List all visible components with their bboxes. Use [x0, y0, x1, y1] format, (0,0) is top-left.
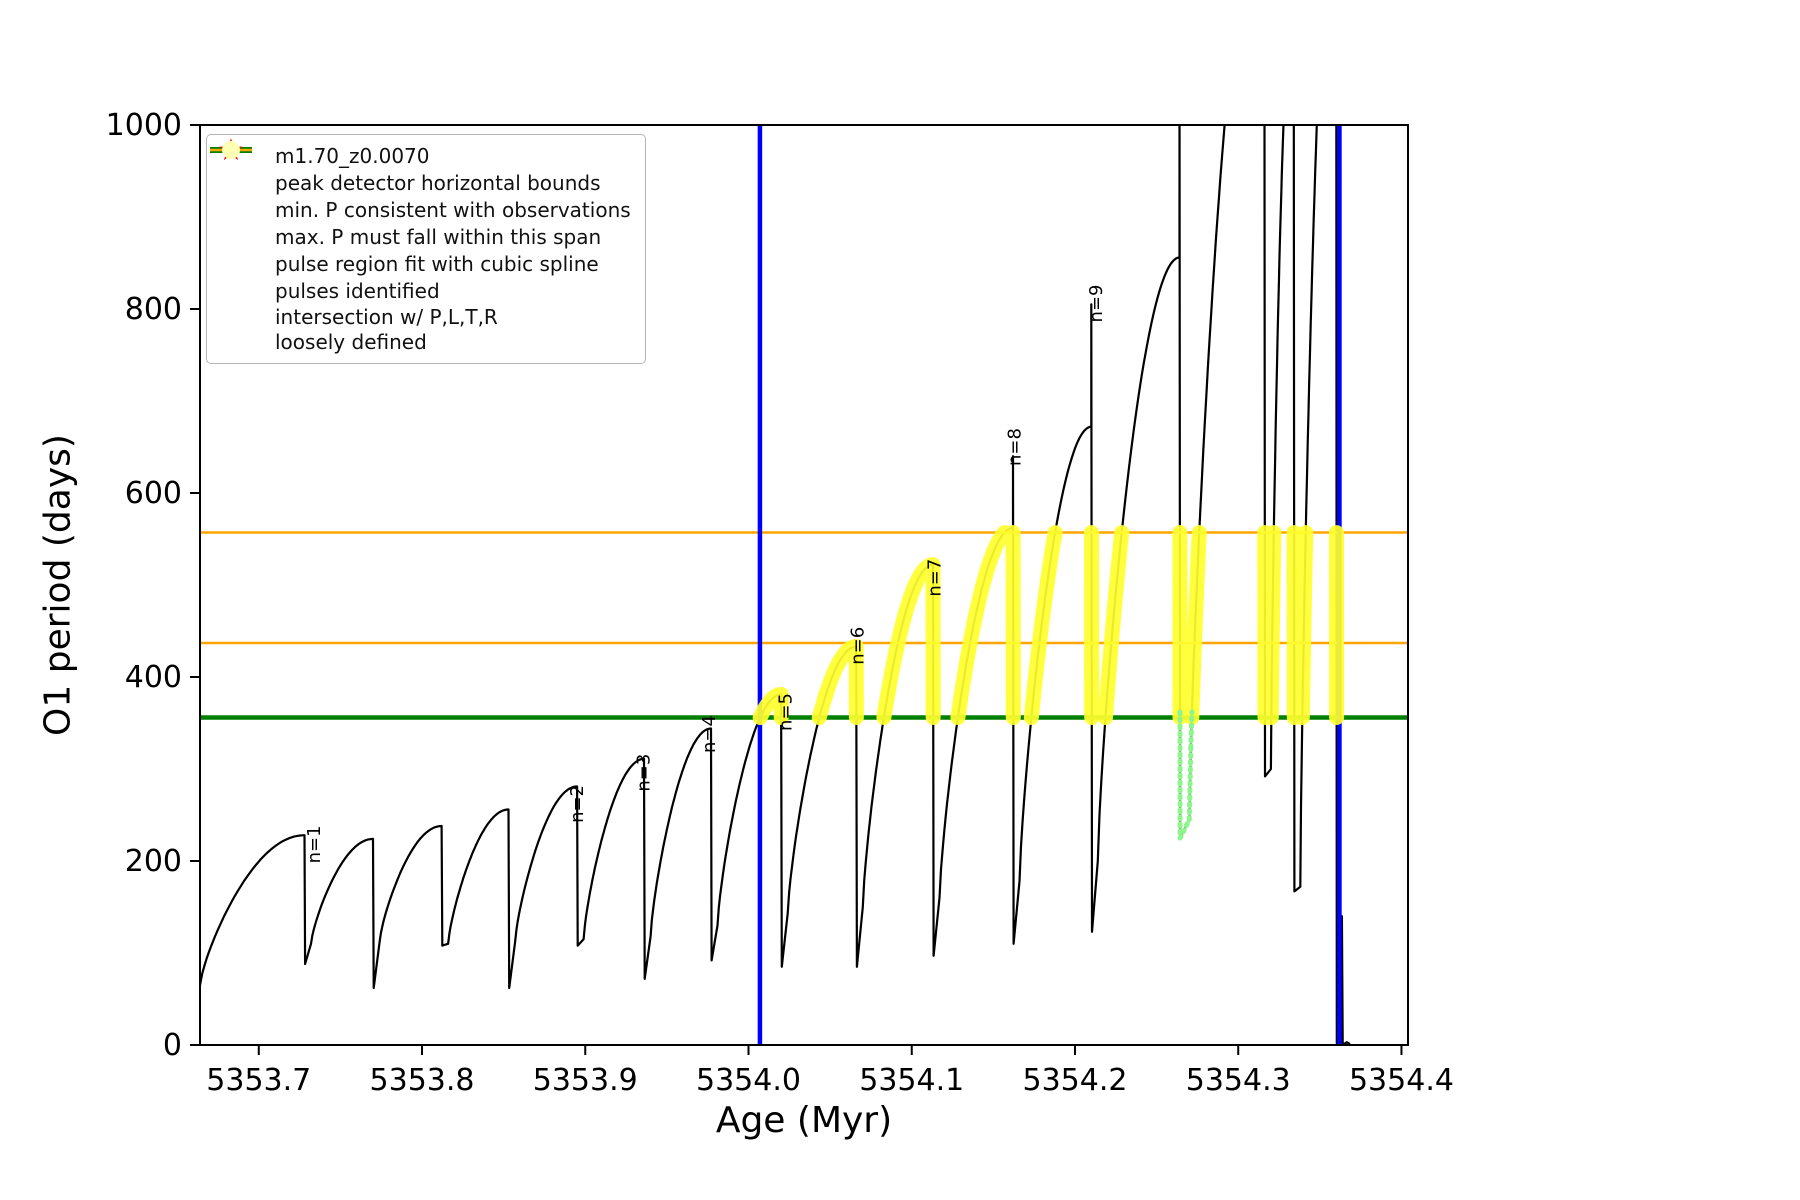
pulse-label-3: n=3 [634, 754, 655, 792]
y-tick-label: 400 [125, 660, 182, 695]
legend-item-label: intersection w/ P,L,T,R loosely defined [275, 305, 498, 354]
legend-item-label: pulses identified [275, 279, 440, 303]
x-tick-label: 5353.7 [206, 1063, 311, 1098]
x-tick-label: 5354.2 [1022, 1063, 1127, 1098]
legend-item-1: peak detector horizontal bounds [210, 147, 631, 197]
pulse-label-4: n=4 [699, 715, 720, 753]
legend-item-5: ★pulses identified [217, 135, 631, 305]
legend-item-3: max. P must fall within this span [210, 148, 631, 251]
y-tick-label: 1000 [106, 108, 182, 143]
x-tick-label: 5353.9 [533, 1063, 638, 1098]
pulse-label-2: n=2 [567, 785, 588, 823]
legend-item-0: m1.70_z0.0070 [210, 143, 631, 170]
legend-item-label: pulse region fit with cubic spline [275, 252, 599, 276]
axes-frame [199, 124, 1409, 1046]
x-tick-label: 5354.1 [859, 1063, 964, 1098]
y-tick-label: 800 [125, 292, 182, 327]
spline-fit-overlay [1177, 709, 1195, 841]
x-tick-label: 5354.4 [1349, 1063, 1454, 1098]
legend-item-label: max. P must fall within this span [275, 225, 602, 249]
x-axis-label: Age (Myr) [715, 1100, 893, 1141]
x-tick-label: 5354.0 [696, 1063, 801, 1098]
intersection-overlay [752, 525, 1345, 725]
legend-item-label: min. P consistent with observations [275, 198, 631, 222]
pulse-label-9: n=9 [1086, 285, 1107, 323]
legend-item-label: m1.70_z0.0070 [275, 144, 430, 168]
pulse-label-8: n=8 [1004, 428, 1025, 466]
pulse-label-6: n=6 [848, 627, 869, 665]
legend-item-4: pulse region fit with cubic spline [217, 145, 631, 278]
legend-item-2: min. P consistent with observations [210, 147, 631, 224]
legend-item-label: peak detector horizontal bounds [275, 171, 601, 195]
legend-item-6: intersection w/ P,L,T,R loosely defined [217, 141, 631, 355]
y-tick-label: 200 [125, 844, 182, 879]
pulse-label-7: n=7 [924, 559, 945, 597]
x-tick-label: 5353.8 [370, 1063, 475, 1098]
y-tick-label: 0 [163, 1028, 182, 1063]
pulse-label-1: n=1 [304, 825, 325, 863]
pulse-label-5: n=5 [776, 693, 797, 731]
series-path [200, 125, 1351, 1045]
y-axis-label: O1 period (days) [37, 434, 79, 736]
y-tick-label: 600 [125, 476, 182, 511]
x-tick-label: 5354.3 [1186, 1063, 1291, 1098]
